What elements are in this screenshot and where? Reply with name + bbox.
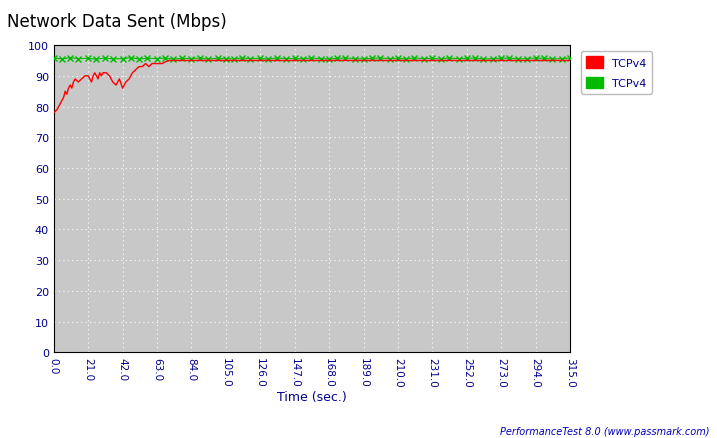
TCPv4 — [49, 111, 58, 116]
TCPv4 — [66, 56, 75, 61]
TCPv4 — [246, 57, 255, 62]
TCPv4 — [80, 74, 89, 79]
TCPv4 — [566, 56, 574, 61]
X-axis label: Time (sec.): Time (sec.) — [277, 390, 347, 403]
TCPv4 — [153, 62, 161, 67]
TCPv4 — [169, 57, 178, 63]
Legend: TCPv4, TCPv4: TCPv4, TCPv4 — [581, 52, 652, 94]
TCPv4 — [97, 74, 105, 79]
TCPv4 — [513, 57, 522, 62]
TCPv4 — [92, 57, 100, 63]
TCPv4 — [187, 57, 196, 62]
TCPv4 — [99, 71, 108, 76]
Line: TCPv4: TCPv4 — [51, 56, 573, 63]
TCPv4 — [341, 56, 350, 61]
TCPv4 — [164, 59, 173, 64]
TCPv4 — [376, 56, 384, 61]
TCPv4 — [49, 56, 58, 61]
Text: PerformanceTest 8.0 (www.passmark.com): PerformanceTest 8.0 (www.passmark.com) — [500, 426, 710, 436]
TCPv4 — [566, 59, 574, 64]
TCPv4 — [558, 59, 566, 64]
Line: TCPv4: TCPv4 — [54, 61, 570, 113]
TCPv4 — [62, 92, 71, 98]
Text: Network Data Sent (Mbps): Network Data Sent (Mbps) — [7, 13, 227, 31]
